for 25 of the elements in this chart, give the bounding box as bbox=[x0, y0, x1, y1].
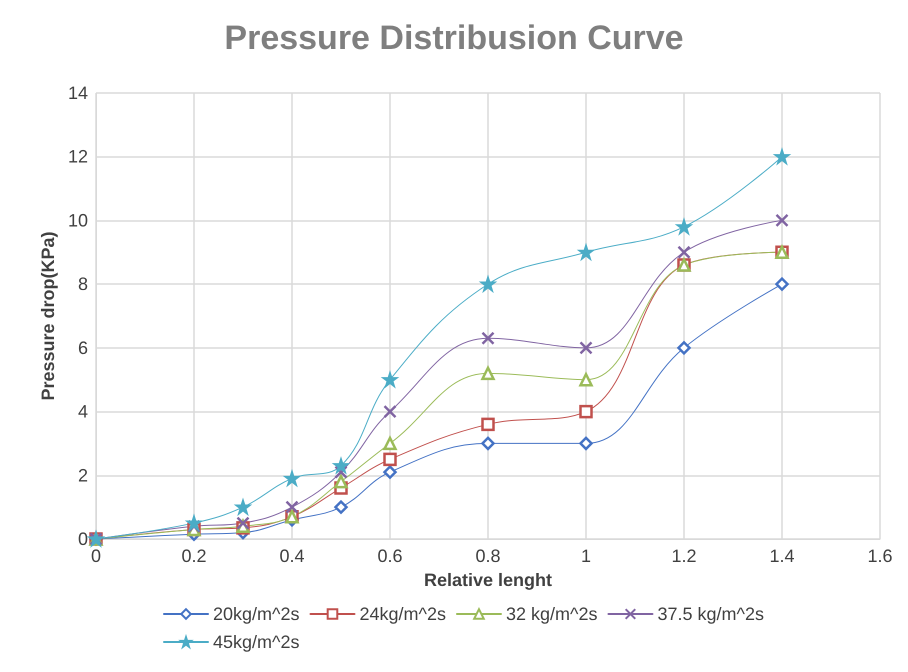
y-tick-label: 10 bbox=[68, 210, 88, 230]
y-tick-label: 2 bbox=[78, 465, 88, 486]
x-tick-label: 1.6 bbox=[867, 546, 893, 566]
x-tick-label: 0.2 bbox=[181, 546, 207, 566]
y-tick-label: 0 bbox=[78, 529, 88, 549]
x-tick-label: 0.6 bbox=[377, 546, 403, 566]
x-tick-label: 1.2 bbox=[671, 546, 697, 566]
y-tick-label: 12 bbox=[68, 146, 88, 167]
x-tick-label: 1.4 bbox=[769, 546, 795, 566]
y-tick-label: 4 bbox=[78, 402, 88, 422]
x-tick-label: 0 bbox=[90, 546, 102, 566]
x-tick-label: 1 bbox=[580, 546, 592, 566]
legend-label: 24kg/m^2s bbox=[359, 604, 446, 624]
legend-label: 32 kg/m^2s bbox=[506, 604, 598, 624]
legend-label: 45kg/m^2s bbox=[213, 632, 300, 652]
x-tick-label: 0.8 bbox=[475, 546, 501, 566]
x-axis-title: Relative lenght bbox=[424, 570, 552, 590]
y-tick-label: 6 bbox=[78, 338, 88, 358]
y-axis-title: Pressure drop(KPa) bbox=[38, 231, 58, 401]
legend-label: 20kg/m^2s bbox=[213, 604, 300, 624]
chart-title: Pressure Distribusion Curve bbox=[224, 19, 684, 57]
y-tick-label: 14 bbox=[68, 83, 88, 103]
y-tick-label: 8 bbox=[78, 274, 88, 294]
x-tick-label: 0.4 bbox=[279, 546, 305, 566]
legend-label: 37.5 kg/m^2s bbox=[657, 604, 764, 624]
